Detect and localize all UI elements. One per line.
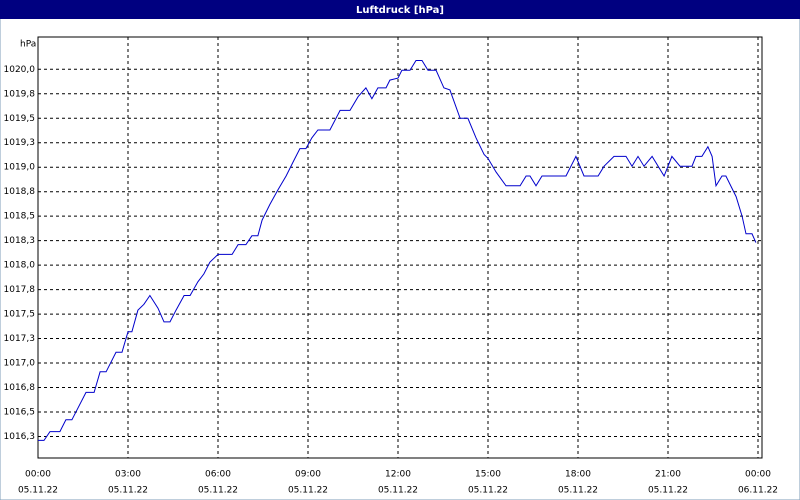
y-tick-label: 1016,3 — [4, 432, 36, 442]
x-tick-label: 09:00 — [295, 470, 321, 480]
title-bar — [0, 0, 800, 19]
x-tick-label: 00:00 — [745, 470, 771, 480]
x-tick-label: 15:00 — [475, 470, 501, 480]
x-tick-date: 05.11.22 — [108, 486, 148, 496]
x-tick-label: 06:00 — [205, 470, 231, 480]
y-tick-label: 1017,3 — [4, 334, 36, 344]
x-tick-label: 18:00 — [565, 470, 591, 480]
x-tick-date: 06.11.22 — [738, 486, 778, 496]
y-tick-label: 1018,3 — [4, 236, 36, 246]
y-tick-label: 1018,8 — [4, 187, 36, 197]
x-tick-date: 05.11.22 — [378, 486, 418, 496]
x-tick-date: 05.11.22 — [558, 486, 598, 496]
y-tick-label: 1019,0 — [4, 163, 36, 173]
x-tick-label: 21:00 — [655, 470, 681, 480]
x-tick-label: 00:00 — [25, 470, 51, 480]
x-tick-label: 12:00 — [385, 470, 411, 480]
y-tick-label: 1017,8 — [4, 285, 36, 295]
pressure-line — [38, 60, 757, 441]
y-tick-label: 1019,8 — [4, 89, 36, 99]
y-tick-label: 1017,5 — [4, 310, 36, 320]
x-tick-date: 05.11.22 — [18, 486, 58, 496]
y-tick-label: 1019,3 — [4, 138, 36, 148]
y-tick-label: 1018,0 — [4, 261, 36, 271]
x-tick-date: 05.11.22 — [198, 486, 238, 496]
plot-area — [37, 36, 763, 459]
x-tick-date: 05.11.22 — [288, 486, 328, 496]
chart-title: Luftdruck [hPa] — [356, 5, 444, 16]
x-tick-date: 05.11.22 — [468, 486, 508, 496]
y-tick-label: 1017,0 — [4, 359, 36, 369]
x-tick-label: 03:00 — [115, 470, 141, 480]
y-tick-label: 1016,8 — [4, 383, 36, 393]
y-tick-label: 1016,5 — [4, 407, 36, 417]
y-unit: hPa — [20, 40, 36, 50]
x-tick-date: 05.11.22 — [648, 486, 688, 496]
y-tick-label: 1020,0 — [4, 65, 36, 75]
y-tick-label: 1018,5 — [4, 212, 36, 222]
y-tick-label: 1019,5 — [4, 114, 36, 124]
